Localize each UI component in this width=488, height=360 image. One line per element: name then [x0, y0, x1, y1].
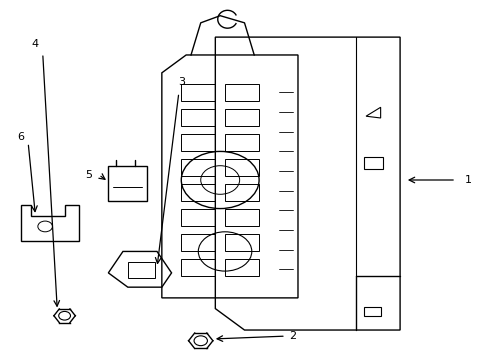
- Bar: [363, 157, 382, 169]
- Text: 2: 2: [289, 331, 296, 341]
- Text: 6: 6: [17, 132, 24, 142]
- Bar: [181, 258, 215, 276]
- Bar: [224, 258, 259, 276]
- Text: 1: 1: [464, 175, 471, 185]
- Bar: [181, 158, 215, 176]
- Bar: [224, 134, 259, 152]
- Text: 5: 5: [85, 170, 92, 180]
- Bar: [181, 84, 215, 102]
- Bar: [181, 184, 215, 202]
- Bar: [181, 208, 215, 226]
- Text: 3: 3: [178, 77, 184, 87]
- Bar: [108, 166, 147, 202]
- Bar: [363, 307, 380, 316]
- Bar: [224, 184, 259, 202]
- Bar: [224, 234, 259, 251]
- Bar: [181, 234, 215, 251]
- Bar: [224, 158, 259, 176]
- Text: 4: 4: [32, 39, 39, 49]
- Bar: [224, 84, 259, 102]
- Bar: [127, 262, 154, 278]
- Bar: [224, 208, 259, 226]
- Bar: [224, 109, 259, 126]
- Bar: [181, 134, 215, 152]
- Bar: [181, 109, 215, 126]
